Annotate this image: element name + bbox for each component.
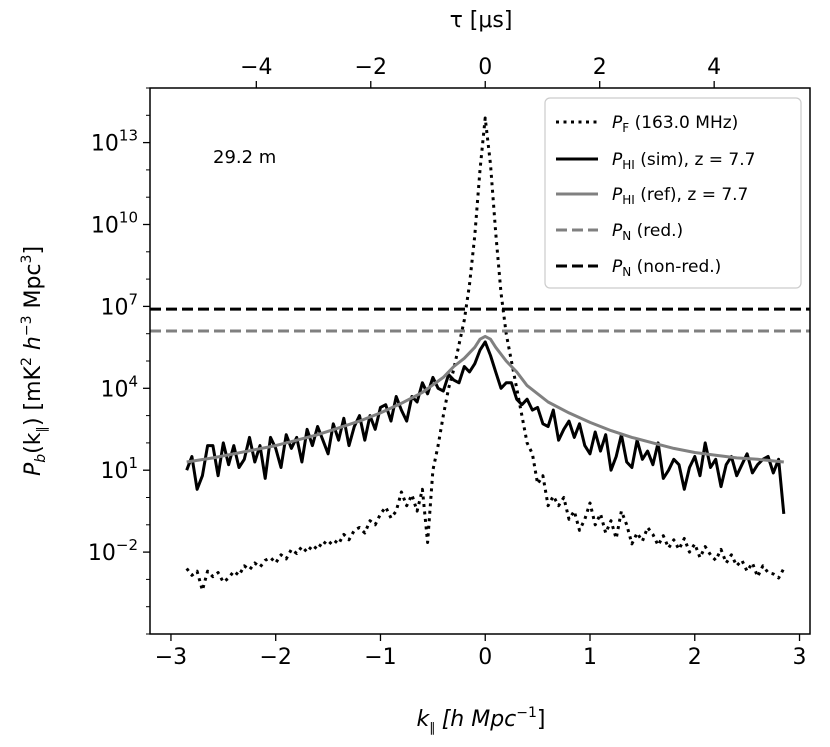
- y-tick-label: 10−2: [88, 536, 138, 566]
- y-tick-label: 1013: [91, 127, 138, 157]
- x-tick-label: −3: [155, 645, 187, 670]
- x-tick-label: 3: [793, 645, 807, 670]
- series-line-1: [185, 340, 786, 515]
- x-axis-ticks: −3 −2 −1 0 1 2 3: [155, 634, 807, 670]
- x-tick-label: 2: [688, 645, 702, 670]
- series-line-2: [186, 334, 784, 464]
- series-layer: [150, 116, 810, 592]
- top-tick-label: 2: [593, 55, 607, 80]
- y-axis-ticks: 10−2 101 104 107 1010 1013: [88, 87, 150, 635]
- legend-label-n-red: PN (red.): [612, 221, 683, 243]
- legend-label-n-nonred: PN (non-red.): [612, 257, 721, 279]
- x-tick-label: −1: [364, 645, 396, 670]
- y-tick-label: 1010: [91, 209, 138, 239]
- series-line-0: [185, 116, 786, 592]
- top-tick-label: −2: [355, 55, 387, 80]
- top-tick-label: 0: [478, 55, 492, 80]
- x-tick-label: 0: [478, 645, 492, 670]
- legend-box: [544, 97, 802, 289]
- legend-label-hi-ref: PHI (ref), z = 7.7: [612, 185, 748, 207]
- top-tick-label: −4: [240, 55, 272, 80]
- y-axis-title: Pb(k∥) [mK2 h−3 Mpc3]: [19, 246, 50, 476]
- y-tick-label: 101: [100, 454, 138, 484]
- top-axis-ticks: −4 −2 0 2 4: [240, 55, 721, 88]
- y-tick-label: 104: [100, 372, 138, 402]
- x-tick-label: 1: [583, 645, 597, 670]
- x-axis-title: k∥ [h Mpc−1]: [416, 705, 545, 736]
- y-tick-label: 107: [100, 290, 138, 320]
- top-axis-title: τ [μs]: [450, 8, 513, 33]
- legend-label-hi-sim: PHI (sim), z = 7.7: [612, 150, 755, 172]
- legend: PF (163.0 MHz) PHI (sim), z = 7.7 PHI (r…: [544, 97, 802, 289]
- top-tick-label: 4: [707, 55, 721, 80]
- baseline-annotation: 29.2 m: [213, 147, 276, 168]
- legend-label-pf: PF (163.0 MHz): [612, 113, 738, 135]
- x-tick-label: −2: [259, 645, 291, 670]
